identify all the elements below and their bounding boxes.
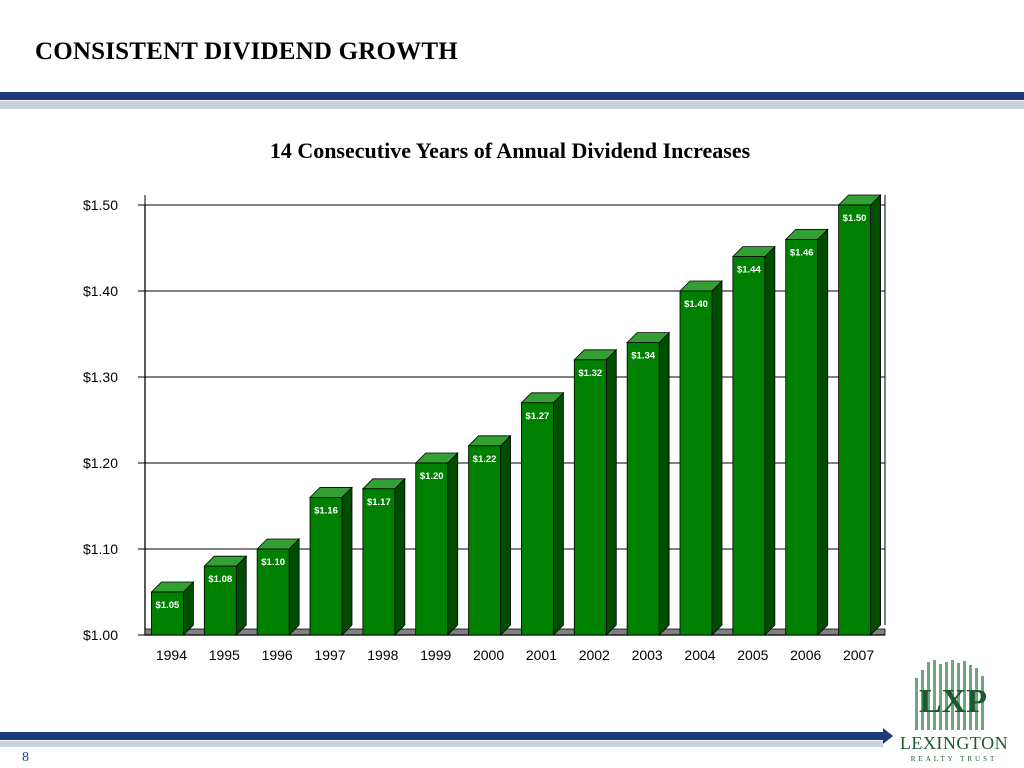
bar-side bbox=[658, 331, 670, 636]
bar-front bbox=[256, 548, 290, 636]
bar-front bbox=[151, 591, 184, 636]
bar-1999: $1.20 bbox=[414, 452, 459, 636]
x-tick-label: 1996 bbox=[262, 647, 293, 663]
bar-front bbox=[679, 290, 713, 636]
bar-front bbox=[468, 445, 501, 636]
y-tick-label: $1.30 bbox=[83, 369, 118, 385]
bar-2005: $1.44 bbox=[731, 245, 776, 636]
y-tick-label: $1.10 bbox=[83, 541, 118, 557]
x-tick-label: 2003 bbox=[632, 647, 663, 663]
bar-1996: $1.10 bbox=[256, 538, 301, 636]
bar-data-label: $1.16 bbox=[314, 505, 338, 516]
x-tick-label: 1998 bbox=[367, 647, 398, 663]
chart-floor bbox=[144, 628, 886, 636]
bar-data-label: $1.32 bbox=[578, 368, 602, 379]
bar-front bbox=[838, 204, 871, 636]
bar-data-label: $1.05 bbox=[156, 600, 180, 611]
company-logo: LXP bbox=[915, 660, 987, 730]
bar-data-label: $1.44 bbox=[737, 265, 761, 276]
bar-front bbox=[203, 565, 237, 636]
y-tick-label: $1.40 bbox=[83, 283, 118, 299]
bar-data-label: $1.17 bbox=[367, 497, 391, 508]
bar-data-label: $1.50 bbox=[843, 213, 867, 224]
y-tick-label: $1.00 bbox=[83, 627, 118, 643]
bar-side bbox=[870, 194, 881, 636]
bar-data-label: $1.22 bbox=[473, 454, 497, 465]
bar-1994: $1.05 bbox=[150, 581, 195, 636]
bar-front bbox=[309, 496, 343, 636]
x-tick-label: 1995 bbox=[209, 647, 240, 663]
x-tick-label: 2002 bbox=[579, 647, 610, 663]
bar-2001: $1.27 bbox=[520, 391, 565, 636]
x-tick-label: 2005 bbox=[737, 647, 768, 663]
bar-2000: $1.22 bbox=[467, 434, 512, 636]
x-tick-label: 2006 bbox=[790, 647, 821, 663]
logo-subtitle: REALTY TRUST bbox=[910, 755, 998, 763]
bar-side bbox=[447, 452, 459, 636]
x-tick-label: 2004 bbox=[684, 647, 715, 663]
bar-front bbox=[785, 238, 819, 636]
bar-side bbox=[288, 538, 300, 636]
bar-side bbox=[817, 228, 829, 636]
bar-data-label: $1.46 bbox=[790, 247, 814, 258]
bar-1997: $1.16 bbox=[309, 486, 353, 636]
x-tick-label: 2007 bbox=[843, 647, 874, 663]
bar-front bbox=[732, 256, 766, 636]
bar-front bbox=[521, 402, 554, 636]
bottom-rule bbox=[0, 728, 893, 747]
y-tick-label: $1.50 bbox=[83, 197, 118, 213]
bar-side bbox=[605, 348, 617, 636]
bar-side bbox=[394, 477, 406, 636]
x-tick-label: 2000 bbox=[473, 647, 504, 663]
bar-2007: $1.50 bbox=[837, 194, 882, 636]
logo-name: LEXINGTON bbox=[899, 733, 1009, 753]
bar-1995: $1.08 bbox=[203, 555, 248, 636]
bar-data-label: $1.34 bbox=[631, 351, 655, 362]
x-tick-label: 1994 bbox=[156, 647, 187, 663]
bar-1998: $1.17 bbox=[361, 477, 406, 636]
bar-side bbox=[764, 245, 776, 636]
bar-data-label: $1.27 bbox=[526, 411, 550, 422]
bar-2006: $1.46 bbox=[784, 228, 829, 636]
logo-mark: LXP bbox=[919, 683, 987, 720]
bar-2004: $1.40 bbox=[679, 280, 723, 636]
bar-data-label: $1.40 bbox=[684, 299, 708, 310]
bar-2003: $1.34 bbox=[626, 331, 671, 636]
bar-side bbox=[553, 391, 564, 636]
x-tick-label: 1999 bbox=[420, 647, 451, 663]
bar-side bbox=[341, 486, 353, 636]
bar-data-label: $1.20 bbox=[420, 471, 444, 482]
chart-title: 14 Consecutive Years of Annual Dividend … bbox=[269, 138, 751, 163]
bar-data-label: $1.08 bbox=[208, 574, 232, 585]
x-tick-label: 1997 bbox=[314, 647, 345, 663]
top-rule bbox=[0, 92, 1024, 109]
bar-data-label: $1.10 bbox=[261, 557, 285, 568]
bar-2002: $1.32 bbox=[573, 348, 618, 636]
bar-front bbox=[415, 462, 449, 636]
bar-front bbox=[626, 342, 660, 636]
bar-side bbox=[711, 280, 723, 636]
bar-front bbox=[362, 488, 396, 636]
bar-front bbox=[573, 359, 607, 636]
bar-side bbox=[500, 434, 511, 636]
y-tick-label: $1.20 bbox=[83, 455, 118, 471]
page-number: 8 bbox=[22, 750, 29, 765]
slide-title: CONSISTENT DIVIDEND GROWTH bbox=[35, 38, 458, 65]
x-tick-label: 2001 bbox=[526, 647, 557, 663]
bar-side bbox=[235, 555, 247, 636]
